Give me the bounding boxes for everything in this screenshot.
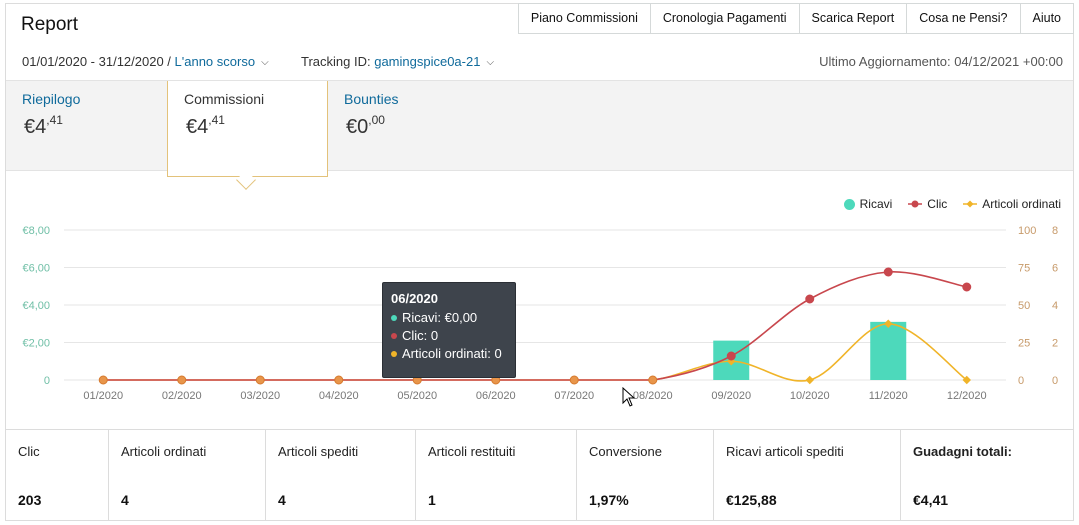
legend-clic[interactable]: Clic: [908, 197, 947, 211]
x-tick-label: 02/2020: [162, 390, 202, 402]
clic-point: [726, 351, 736, 361]
ricavi-bar: [870, 321, 907, 380]
y-right2-tick-label: 8: [1052, 225, 1058, 237]
clic-point: [255, 375, 265, 385]
last-update-text: Ultimo Aggiornamento: 04/12/2021 +00:00: [819, 54, 1063, 69]
stat-articoli-restituiti: Articoli restituiti 1: [416, 430, 577, 521]
articoli-legend-icon: [963, 200, 978, 208]
y-right2-tick-label: 6: [1052, 263, 1058, 275]
x-tick-label: 05/2020: [397, 390, 437, 402]
articoli-point: [884, 319, 893, 328]
clic-line: [103, 271, 967, 381]
mouse-pointer-icon: [622, 387, 636, 407]
tooltip-title: 06/2020: [391, 291, 438, 306]
tracking-label: Tracking ID:: [301, 54, 371, 69]
nav-aiuto[interactable]: Aiuto: [1020, 3, 1074, 34]
nav-cronologia-pagamenti[interactable]: Cronologia Pagamenti: [650, 3, 800, 34]
legend-label: Clic: [927, 197, 948, 211]
stat-conversione: Conversione 1,97%: [577, 430, 714, 521]
tab-value: €0,00: [346, 113, 385, 138]
chevron-down-icon[interactable]: ⌵: [486, 57, 495, 68]
chart-legend: Ricavi Clic Articoli ordinati: [843, 197, 1061, 211]
y-right-tick-label: 0: [1018, 375, 1024, 387]
clic-dot-icon: [391, 332, 397, 339]
date-range-filter[interactable]: 01/01/2020 - 31/12/2020 / L'anno scorso ⌵: [22, 54, 269, 69]
clic-point: [98, 375, 108, 385]
x-tick-label: 10/2020: [790, 390, 830, 402]
top-nav: Piano Commissioni Cronologia Pagamenti S…: [517, 3, 1074, 34]
stat-articoli-ordinati: Articoli ordinati 4: [109, 430, 266, 521]
clic-point: [962, 282, 972, 292]
x-tick-label: 03/2020: [240, 390, 280, 402]
x-tick-label: 01/2020: [83, 390, 123, 402]
tracking-id-value[interactable]: gamingspice0a-21: [374, 54, 481, 69]
tooltip-row-articoli: Articoli ordinati: 0: [391, 346, 507, 361]
x-tick-label: 11/2020: [869, 390, 908, 402]
tab-label: Commissioni: [184, 91, 265, 107]
y-right-tick-label: 50: [1018, 300, 1030, 312]
nav-feedback[interactable]: Cosa ne Pensi?: [907, 3, 1021, 34]
y-right2-tick-label: 0: [1052, 375, 1058, 387]
ricavi-legend-icon: [843, 198, 855, 210]
clic-point: [177, 375, 187, 385]
tab-label: Riepilogo: [22, 91, 81, 107]
tab-value: €4,41: [186, 113, 225, 138]
x-tick-label: 09/2020: [711, 390, 751, 402]
articoli-point: [962, 375, 971, 385]
legend-articoli[interactable]: Articoli ordinati: [963, 197, 1061, 211]
ricavi-dot-icon: [391, 314, 397, 321]
legend-label: Ricavi: [859, 197, 893, 211]
tracking-id-filter[interactable]: Tracking ID: gamingspice0a-21 ⌵: [301, 54, 494, 69]
articoli-line: [103, 322, 968, 382]
x-tick-label: 04/2020: [319, 390, 359, 402]
stat-ricavi-spediti: Ricavi articoli spediti €125,88: [714, 430, 901, 521]
tab-label: Bounties: [344, 91, 399, 107]
y-left-tick-label: €4,00: [22, 300, 50, 312]
clic-point: [883, 267, 893, 277]
tab-value: €4,41: [24, 113, 63, 138]
x-tick-label: 07/2020: [554, 390, 594, 402]
y-left-tick-label: €6,00: [22, 263, 50, 275]
articoli-dot-icon: [391, 350, 397, 357]
clic-point: [569, 375, 579, 385]
stat-guadagni-totali: Guadagni totali: €4,41: [913, 444, 1012, 508]
tooltip-row-clic: Clic: 0: [391, 328, 507, 343]
page-title: Report: [21, 14, 79, 35]
nav-piano-commissioni[interactable]: Piano Commissioni: [517, 3, 651, 34]
report-panel: Report Piano Commissioni Cronologia Paga…: [5, 3, 1074, 521]
x-tick-label: 08/2020: [633, 390, 673, 402]
nav-scarica-report[interactable]: Scarica Report: [799, 3, 908, 34]
summary-tabs: Riepilogo €4,41 Commissioni €4,41 Bounti…: [6, 80, 1073, 177]
y-right2-tick-label: 2: [1052, 338, 1058, 350]
clic-point: [648, 375, 658, 385]
y-right-tick-label: 25: [1018, 338, 1030, 350]
tab-bounties[interactable]: Bounties €0,00: [328, 81, 488, 172]
legend-ricavi[interactable]: Ricavi: [843, 197, 893, 211]
clic-legend-icon: [908, 200, 923, 208]
stats-bar: Clic 203 Articoli ordinati 4 Articoli sped…: [6, 429, 1073, 521]
earnings-chart: €8,00 100 8 €6,00 75 6 €4,00 50 4 €2,00 25 2 0 0 0 01/2…: [22, 225, 1058, 402]
tab-riepilogo[interactable]: Riepilogo €4,41: [6, 81, 166, 172]
stat-articoli-spediti: Articoli spediti 4: [266, 430, 416, 521]
date-range-text: 01/01/2020 - 31/12/2020 /: [22, 54, 171, 69]
chart-tooltip: 06/2020 Ricavi: €0,00 Clic: 0 Articoli o…: [382, 282, 516, 378]
tooltip-row-ricavi: Ricavi: €0,00: [391, 310, 507, 325]
articoli-point: [805, 375, 814, 385]
y-right-tick-label: 75: [1018, 263, 1030, 275]
clic-point: [334, 375, 344, 385]
y-right-tick-label: 100: [1018, 225, 1036, 237]
y-left-tick-label: €2,00: [22, 338, 50, 350]
chevron-down-icon[interactable]: ⌵: [261, 57, 269, 68]
x-tick-label: 06/2020: [476, 390, 516, 402]
legend-label: Articoli ordinati: [982, 197, 1061, 211]
stat-clic: Clic 203: [6, 430, 109, 521]
y-left-tick-label: €8,00: [22, 225, 50, 237]
y-right2-tick-label: 4: [1052, 300, 1058, 312]
y-left-tick-label: 0: [44, 375, 50, 387]
clic-point: [805, 294, 815, 304]
period-link[interactable]: L'anno scorso: [174, 54, 256, 69]
x-tick-label: 12/2020: [947, 390, 987, 402]
